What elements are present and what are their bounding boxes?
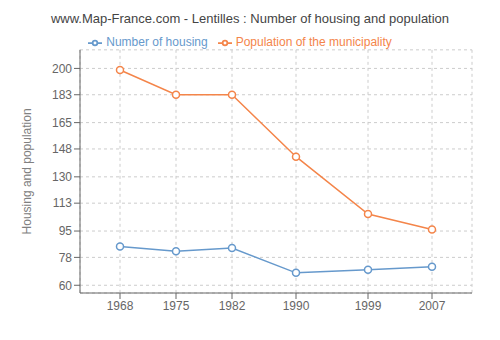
svg-text:130: 130 [52,170,72,184]
svg-text:113: 113 [53,196,72,210]
svg-text:1982: 1982 [219,299,246,313]
svg-text:1990: 1990 [283,299,310,313]
svg-text:183: 183 [52,88,72,102]
svg-text:95: 95 [59,224,73,238]
svg-text:1999: 1999 [355,299,382,313]
svg-text:1975: 1975 [163,299,190,313]
svg-text:148: 148 [52,142,72,156]
html-text:www.Map-France.com - Lentilles: www.Map-France.com - Lentilles : Number … [50,11,450,26]
svg-text:60: 60 [59,279,73,293]
svg-text:165: 165 [52,116,72,130]
svg-text:200: 200 [52,62,72,76]
svg-text:1968: 1968 [107,299,134,313]
svg-text:Housing and population: Housing and population [20,108,34,234]
html-text:Population of the municipality: Population of the municipality [235,35,392,49]
html-text:Number of housing: Number of housing [106,35,208,49]
svg-text:78: 78 [59,251,73,265]
svg-text:2007: 2007 [419,299,446,313]
